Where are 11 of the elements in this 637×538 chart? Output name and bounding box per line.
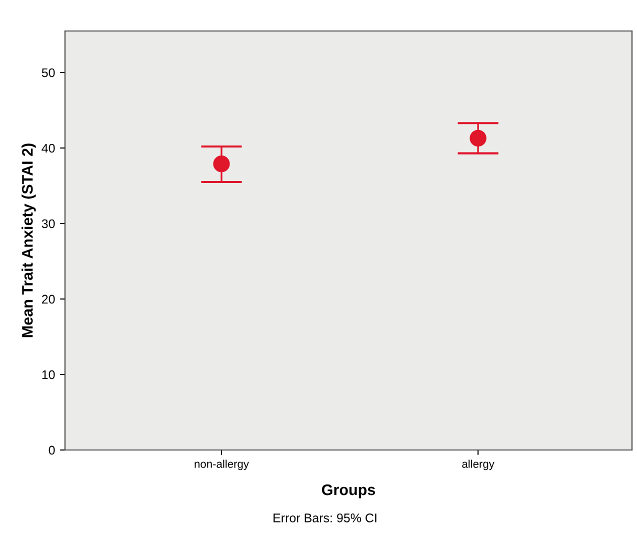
y-tick-label: 20 [42, 294, 55, 304]
y-tick-label: 0 [48, 446, 55, 455]
y-tick-label: 40 [42, 144, 55, 153]
x-tick-label: non-allergy [194, 460, 249, 470]
text: Error Bars: 95% CI [274, 514, 376, 522]
y-tick-label: 50 [42, 68, 55, 78]
x-tick-label: allergy [462, 460, 494, 470]
y-tick-label: 30 [42, 219, 55, 228]
y-axis-title: Mean Trait Anxiety (STAI 2) [22, 144, 36, 338]
x-axis-title: Groups [322, 484, 376, 498]
y-tick-label: 10 [42, 370, 55, 380]
